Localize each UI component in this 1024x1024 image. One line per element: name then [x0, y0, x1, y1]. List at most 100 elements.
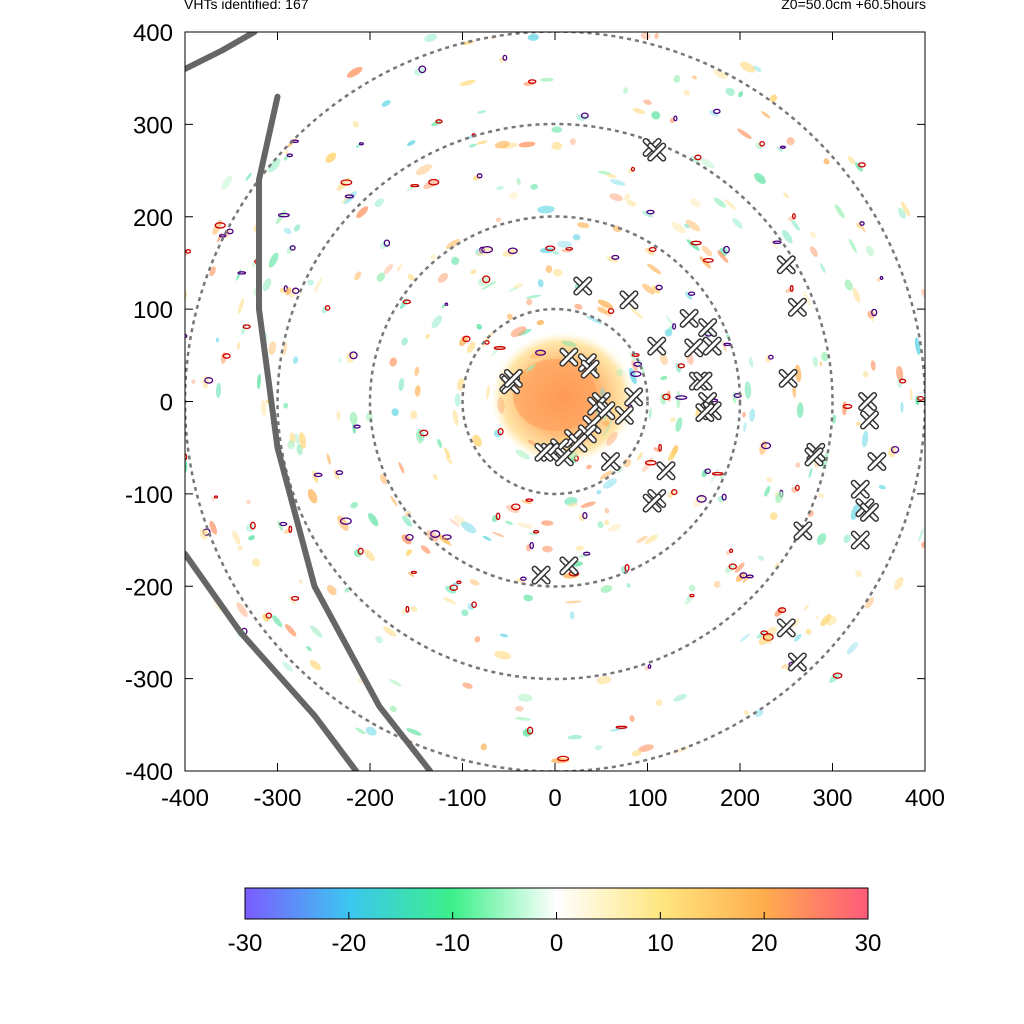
field-speckle: [586, 464, 592, 470]
contour-loop: [405, 533, 414, 541]
field-speckle: [936, 517, 942, 522]
field-speckle: [452, 582, 459, 587]
field-speckle: [734, 562, 745, 573]
vht-marker-stroke: [621, 291, 637, 308]
field-speckle: [876, 278, 881, 282]
field-speckle: [310, 625, 323, 638]
field-speckle: [527, 439, 537, 446]
field-speckle: [432, 474, 438, 481]
field-speckle: [820, 263, 826, 273]
field-speckle: [596, 676, 612, 685]
field-speckle: [298, 432, 307, 449]
contour-loop: [944, 516, 950, 521]
field-speckle: [437, 438, 443, 448]
field-speckle: [894, 576, 904, 591]
field-speckle: [525, 294, 542, 299]
field-speckle: [667, 449, 675, 462]
field-speckle: [215, 382, 222, 399]
field-speckle: [445, 454, 453, 465]
field-speckle: [817, 493, 825, 498]
field-speckle: [673, 693, 687, 702]
field-speckle: [580, 501, 596, 508]
field-speckle: [929, 536, 939, 546]
field-speckle: [497, 397, 505, 414]
field-speckle: [374, 198, 384, 208]
field-speckle: [861, 430, 869, 448]
contour-loop: [711, 471, 724, 476]
field-speckle: [688, 584, 696, 592]
contour-loop: [435, 119, 443, 124]
field-speckle: [287, 440, 295, 450]
contour-loop: [497, 427, 504, 436]
field-speckle: [248, 535, 255, 541]
contour-loop: [456, 580, 462, 585]
vht-marker-stroke: [778, 619, 795, 636]
field-speckle: [645, 534, 658, 545]
x-axis: -400 -300 -200 -100 0 100 200 300 400: [161, 32, 945, 812]
field-speckle: [685, 219, 701, 232]
field-speckle: [599, 470, 613, 480]
field-speckle: [793, 633, 802, 642]
contour-loop: [410, 183, 420, 188]
field-speckle: [653, 447, 661, 453]
vht-marker: [534, 442, 554, 462]
field-speckle: [355, 143, 362, 148]
field-speckle: [333, 469, 340, 480]
field-speckle: [897, 207, 906, 219]
contour-loop: [185, 453, 188, 461]
contour-loop: [777, 607, 787, 614]
contour-loop: [611, 254, 620, 260]
field-speckle: [846, 641, 858, 655]
field-speckle: [743, 422, 747, 433]
field-speckle: [785, 288, 792, 293]
contour-loop: [449, 584, 458, 591]
field-speckle: [596, 490, 602, 495]
field-speckle: [494, 650, 512, 660]
field-speckle: [261, 399, 267, 417]
contour-loop: [879, 275, 884, 281]
radar-swath-1: [185, 32, 258, 72]
field-speckle: [407, 140, 416, 146]
field-speckle: [283, 153, 291, 161]
field-speckle: [921, 541, 925, 549]
field-speckle: [496, 186, 504, 191]
field-speckle: [781, 664, 787, 669]
field-speckle: [453, 514, 466, 525]
contour-loop: [383, 239, 391, 247]
vortex-inner-shading: [513, 359, 597, 431]
field-speckle: [739, 633, 751, 643]
field-speckle: [515, 717, 532, 721]
field-speckle: [424, 33, 438, 42]
field-speckle: [349, 411, 358, 425]
field-speckle: [149, 431, 158, 439]
field-speckle: [474, 636, 481, 643]
field-speckle: [900, 401, 904, 413]
contour-loop: [277, 212, 290, 218]
vht-marker-stroke: [648, 338, 665, 355]
field-speckle: [791, 219, 800, 231]
field-speckle: [783, 192, 789, 199]
field-speckle: [683, 223, 690, 229]
contour-loop: [155, 429, 159, 435]
vht-marker-stroke: [685, 339, 702, 356]
field-speckle: [672, 747, 689, 754]
colorbar-ticks: -30 -20 -10 0 10 20 30: [228, 912, 881, 957]
field-speckle: [748, 356, 754, 368]
field-speckle: [277, 520, 284, 532]
field-speckle: [472, 434, 482, 447]
field-speckle: [389, 678, 402, 687]
contour-loop: [441, 534, 452, 540]
contour-loop: [313, 472, 323, 478]
field-speckle: [477, 110, 487, 114]
field-speckle: [941, 358, 946, 372]
field-speckle: [594, 745, 603, 751]
contour-loop: [527, 79, 537, 84]
contour-loop: [723, 245, 730, 254]
field-speckle: [578, 514, 586, 522]
field-speckle: [636, 452, 643, 461]
field-speckle: [237, 545, 243, 551]
field-speckle: [285, 624, 297, 637]
contour-loop: [511, 503, 521, 511]
field-speckle: [722, 341, 727, 352]
contour-loop: [340, 179, 353, 186]
